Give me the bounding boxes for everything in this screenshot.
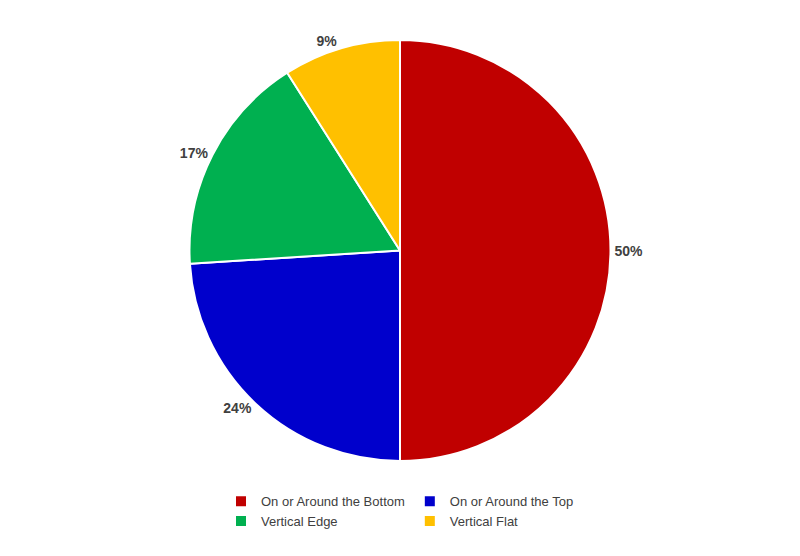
svg-text:17%: 17%	[180, 145, 209, 161]
svg-text:50%: 50%	[615, 243, 644, 259]
svg-text:On or Around the Top: On or Around the Top	[450, 494, 573, 509]
svg-text:24%: 24%	[223, 400, 252, 416]
svg-text:Vertical Flat: Vertical Flat	[450, 514, 518, 529]
svg-text:On or Around the Bottom: On or Around the Bottom	[261, 494, 405, 509]
svg-text:Vertical Edge: Vertical Edge	[261, 514, 338, 529]
svg-text:9%: 9%	[316, 33, 337, 49]
